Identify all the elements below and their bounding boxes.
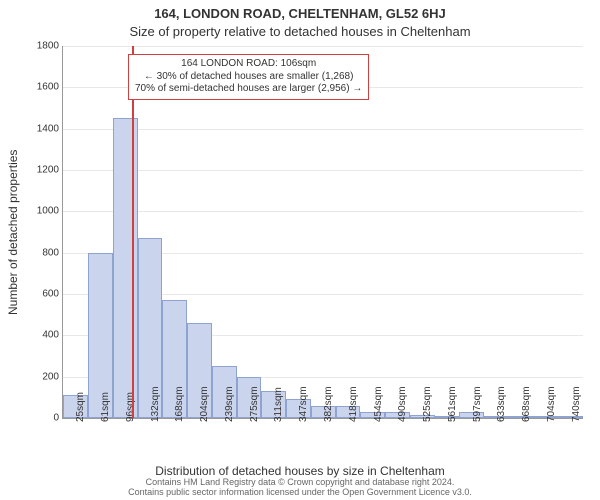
chart-container: 164, LONDON ROAD, CHELTENHAM, GL52 6HJ S… — [0, 0, 600, 500]
x-axis-label: Distribution of detached houses by size … — [0, 464, 600, 478]
x-tick: 347sqm — [298, 386, 309, 422]
x-tick: 525sqm — [422, 386, 433, 422]
x-tick: 668sqm — [521, 386, 532, 422]
y-axis-label: Number of detached properties — [6, 149, 20, 314]
x-tick: 311sqm — [273, 387, 284, 422]
gridline — [63, 129, 583, 130]
x-tick: 96sqm — [125, 392, 136, 422]
x-tick: 490sqm — [397, 386, 408, 422]
gridline — [63, 46, 583, 47]
x-tick: 633sqm — [496, 386, 507, 422]
x-tick: 239sqm — [224, 386, 235, 422]
x-tick: 61sqm — [100, 392, 111, 422]
y-tick: 1400 — [37, 123, 59, 134]
page-subtitle: Size of property relative to detached ho… — [0, 24, 600, 39]
gridline — [63, 170, 583, 171]
footer: Contains HM Land Registry data © Crown c… — [0, 478, 600, 498]
gridline — [63, 211, 583, 212]
x-tick: 382sqm — [323, 386, 334, 422]
x-tick: 168sqm — [174, 386, 185, 422]
y-tick: 400 — [42, 330, 59, 341]
y-tick: 600 — [42, 289, 59, 300]
footer-line2: Contains public sector information licen… — [0, 488, 600, 498]
annotation-line2: ← 30% of detached houses are smaller (1,… — [135, 71, 362, 84]
x-tick: 454sqm — [373, 386, 384, 422]
page-title-address: 164, LONDON ROAD, CHELTENHAM, GL52 6HJ — [0, 6, 600, 21]
plot-area: 02004006008001000120014001600180025sqm61… — [62, 46, 583, 419]
y-tick: 1000 — [37, 206, 59, 217]
y-tick: 0 — [53, 413, 59, 424]
y-tick: 200 — [42, 371, 59, 382]
y-tick: 1600 — [37, 82, 59, 93]
x-tick: 25sqm — [75, 392, 86, 422]
x-tick: 132sqm — [150, 386, 161, 422]
x-tick: 561sqm — [447, 386, 458, 422]
x-tick: 275sqm — [249, 386, 260, 422]
annotation-line3: 70% of semi-detached houses are larger (… — [135, 83, 362, 96]
y-tick: 800 — [42, 247, 59, 258]
x-tick: 704sqm — [546, 386, 557, 422]
histogram-bar — [113, 118, 138, 418]
x-tick: 204sqm — [199, 386, 210, 422]
annotation-line1: 164 LONDON ROAD: 106sqm — [135, 58, 362, 71]
x-tick: 418sqm — [348, 386, 359, 422]
property-marker-line — [132, 46, 134, 418]
x-tick: 597sqm — [472, 386, 483, 422]
y-tick: 1800 — [37, 41, 59, 52]
y-tick: 1200 — [37, 165, 59, 176]
x-tick: 740sqm — [571, 386, 582, 422]
annotation-box: 164 LONDON ROAD: 106sqm ← 30% of detache… — [128, 54, 369, 100]
